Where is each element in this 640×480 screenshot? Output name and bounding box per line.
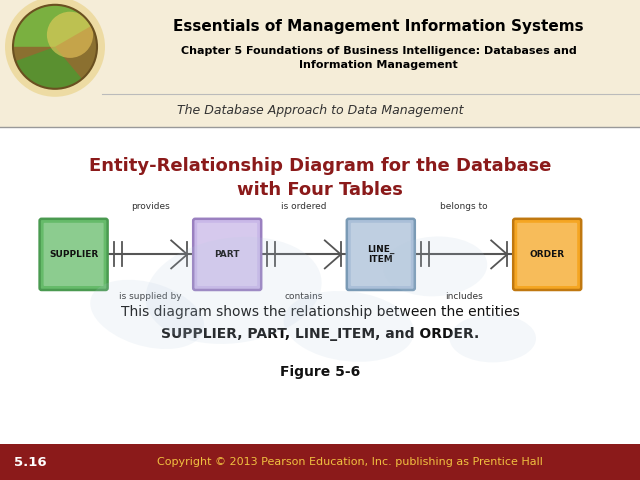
Text: Essentials of Management Information Systems: Essentials of Management Information Sys… <box>173 19 584 34</box>
Text: SUPPLIER, PART, LINE_ITEM, and ORDER.: SUPPLIER, PART, LINE_ITEM, and ORDER. <box>161 327 479 341</box>
Text: Figure 5-6: Figure 5-6 <box>280 365 360 379</box>
FancyBboxPatch shape <box>193 219 261 290</box>
Circle shape <box>5 0 105 97</box>
Circle shape <box>47 12 93 58</box>
Text: The Database Approach to Data Management: The Database Approach to Data Management <box>177 104 463 117</box>
FancyBboxPatch shape <box>197 223 257 286</box>
FancyBboxPatch shape <box>347 219 415 290</box>
Text: contains: contains <box>285 292 323 301</box>
Text: LINE_
ITEM: LINE_ ITEM <box>367 245 394 264</box>
Text: is ordered: is ordered <box>281 202 327 211</box>
Text: SUPPLIER: SUPPLIER <box>49 250 98 259</box>
Text: This diagram shows the relationship between the entities: This diagram shows the relationship betw… <box>120 305 520 319</box>
FancyBboxPatch shape <box>517 223 577 286</box>
Bar <box>0 444 640 480</box>
FancyBboxPatch shape <box>40 219 108 290</box>
Text: 5.16: 5.16 <box>14 456 47 468</box>
FancyBboxPatch shape <box>44 223 104 286</box>
Ellipse shape <box>450 314 536 362</box>
Text: Chapter 5 Foundations of Business Intelligence: Databases and
Information Manage: Chapter 5 Foundations of Business Intell… <box>180 46 577 70</box>
Wedge shape <box>15 47 82 89</box>
Ellipse shape <box>383 237 487 296</box>
Circle shape <box>13 5 97 89</box>
Ellipse shape <box>90 280 204 349</box>
FancyBboxPatch shape <box>513 219 581 290</box>
Text: provides: provides <box>131 202 170 211</box>
Text: PART: PART <box>214 250 240 259</box>
Ellipse shape <box>145 237 322 344</box>
Ellipse shape <box>284 291 414 362</box>
FancyBboxPatch shape <box>351 223 411 286</box>
Wedge shape <box>13 5 92 47</box>
Bar <box>0 94 640 127</box>
Text: Entity-Relationship Diagram for the Database
with Four Tables: Entity-Relationship Diagram for the Data… <box>89 157 551 199</box>
Text: Copyright © 2013 Pearson Education, Inc. publishing as Prentice Hall: Copyright © 2013 Pearson Education, Inc.… <box>157 457 543 467</box>
Text: includes: includes <box>445 292 483 301</box>
Text: is supplied by: is supplied by <box>119 292 182 301</box>
Text: belongs to: belongs to <box>440 202 488 211</box>
Text: ORDER: ORDER <box>530 250 564 259</box>
Bar <box>0 0 640 94</box>
